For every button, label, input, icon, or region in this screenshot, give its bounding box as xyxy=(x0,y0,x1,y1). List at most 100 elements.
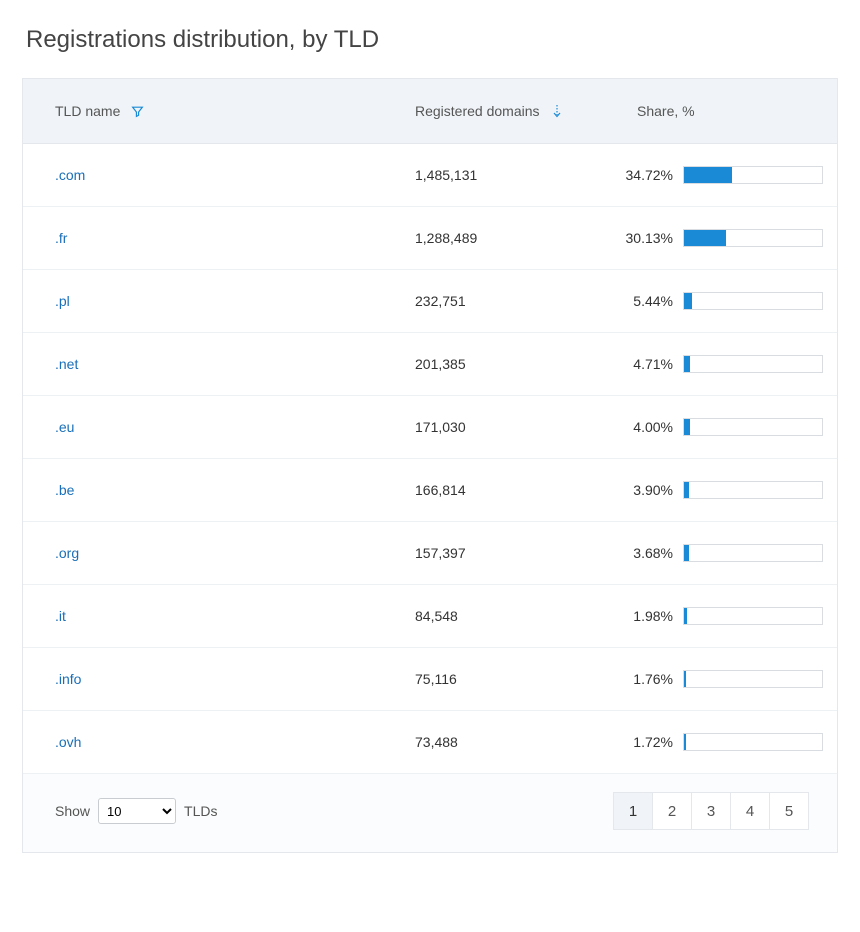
cell-registered: 171,030 xyxy=(383,396,601,458)
cell-registered: 166,814 xyxy=(383,459,601,521)
cell-share: 30.13% xyxy=(601,207,837,269)
page-button[interactable]: 3 xyxy=(691,792,731,830)
col-header-tld-label: TLD name xyxy=(55,103,120,119)
tld-link[interactable]: .info xyxy=(55,671,81,687)
col-header-tld[interactable]: TLD name xyxy=(23,79,383,143)
page-title: Registrations distribution, by TLD xyxy=(26,26,838,54)
cell-share: 3.90% xyxy=(601,459,837,521)
table-row: .org 157,3973.68% xyxy=(23,522,837,585)
pagination: 12345 xyxy=(614,792,809,830)
cell-tld: .it xyxy=(23,585,383,647)
page-size-control: Show 102550100 TLDs xyxy=(55,798,217,824)
cell-registered: 73,488 xyxy=(383,711,601,773)
table-footer: Show 102550100 TLDs 12345 xyxy=(23,774,837,852)
share-percent: 34.72% xyxy=(601,167,673,183)
cell-registered: 232,751 xyxy=(383,270,601,332)
cell-tld: .pl xyxy=(23,270,383,332)
share-bar xyxy=(683,544,823,562)
table-row: .be 166,8143.90% xyxy=(23,459,837,522)
share-bar xyxy=(683,670,823,688)
table-row: .info 75,1161.76% xyxy=(23,648,837,711)
tld-link[interactable]: .org xyxy=(55,545,79,561)
page-button[interactable]: 4 xyxy=(730,792,770,830)
share-percent: 1.98% xyxy=(601,608,673,624)
share-percent: 3.68% xyxy=(601,545,673,561)
table-row: .pl 232,7515.44% xyxy=(23,270,837,333)
tld-link[interactable]: .ovh xyxy=(55,734,81,750)
page-button[interactable]: 1 xyxy=(613,792,653,830)
cell-share: 1.98% xyxy=(601,585,837,647)
table-row: .eu 171,0304.00% xyxy=(23,396,837,459)
table-body: .com 1,485,13134.72% .fr 1,288,48930.13% .pl… xyxy=(23,144,837,774)
cell-registered: 201,385 xyxy=(383,333,601,395)
share-bar-fill xyxy=(684,545,689,561)
cell-registered: 1,485,131 xyxy=(383,144,601,206)
cell-share: 34.72% xyxy=(601,144,837,206)
cell-share: 4.71% xyxy=(601,333,837,395)
share-bar xyxy=(683,229,823,247)
cell-tld: .ovh xyxy=(23,711,383,773)
tld-link[interactable]: .eu xyxy=(55,419,74,435)
col-header-share[interactable]: Share, % xyxy=(601,79,837,143)
share-bar-fill xyxy=(684,419,690,435)
tld-link[interactable]: .fr xyxy=(55,230,67,246)
cell-tld: .org xyxy=(23,522,383,584)
share-percent: 4.71% xyxy=(601,356,673,372)
share-percent: 30.13% xyxy=(601,230,673,246)
share-percent: 1.72% xyxy=(601,734,673,750)
cell-registered: 84,548 xyxy=(383,585,601,647)
share-bar-fill xyxy=(684,671,686,687)
tld-link[interactable]: .it xyxy=(55,608,66,624)
share-bar xyxy=(683,733,823,751)
tld-link[interactable]: .com xyxy=(55,167,85,183)
share-bar-fill xyxy=(684,608,687,624)
share-bar-fill xyxy=(684,734,686,750)
table-row: .ovh 73,4881.72% xyxy=(23,711,837,774)
tld-link[interactable]: .pl xyxy=(55,293,70,309)
col-header-share-label: Share, % xyxy=(637,103,695,119)
cell-registered: 75,116 xyxy=(383,648,601,710)
filter-icon[interactable] xyxy=(130,104,144,118)
cell-registered: 157,397 xyxy=(383,522,601,584)
page-size-select[interactable]: 102550100 xyxy=(98,798,176,824)
table-header-row: TLD name Registered domains Share, % xyxy=(23,79,837,144)
share-bar xyxy=(683,355,823,373)
share-percent: 1.76% xyxy=(601,671,673,687)
cell-share: 1.76% xyxy=(601,648,837,710)
share-bar-fill xyxy=(684,167,732,183)
cell-share: 1.72% xyxy=(601,711,837,773)
share-bar-fill xyxy=(684,293,692,309)
table-row: .it 84,5481.98% xyxy=(23,585,837,648)
col-header-registered-label: Registered domains xyxy=(415,103,540,119)
tld-link[interactable]: .net xyxy=(55,356,78,372)
tld-link[interactable]: .be xyxy=(55,482,74,498)
cell-tld: .com xyxy=(23,144,383,206)
cell-tld: .be xyxy=(23,459,383,521)
cell-tld: .info xyxy=(23,648,383,710)
share-percent: 4.00% xyxy=(601,419,673,435)
share-bar-fill xyxy=(684,230,726,246)
show-label-pre: Show xyxy=(55,803,90,819)
share-bar xyxy=(683,481,823,499)
page-button[interactable]: 5 xyxy=(769,792,809,830)
cell-share: 4.00% xyxy=(601,396,837,458)
show-label-post: TLDs xyxy=(184,803,217,819)
share-percent: 5.44% xyxy=(601,293,673,309)
share-bar-fill xyxy=(684,482,689,498)
share-bar xyxy=(683,292,823,310)
sort-desc-icon[interactable] xyxy=(550,104,564,118)
cell-share: 5.44% xyxy=(601,270,837,332)
table-row: .com 1,485,13134.72% xyxy=(23,144,837,207)
share-bar-fill xyxy=(684,356,690,372)
col-header-registered[interactable]: Registered domains xyxy=(383,79,601,143)
page-button[interactable]: 2 xyxy=(652,792,692,830)
share-percent: 3.90% xyxy=(601,482,673,498)
share-bar xyxy=(683,166,823,184)
cell-tld: .eu xyxy=(23,396,383,458)
table-row: .net 201,3854.71% xyxy=(23,333,837,396)
cell-tld: .net xyxy=(23,333,383,395)
cell-registered: 1,288,489 xyxy=(383,207,601,269)
table-row: .fr 1,288,48930.13% xyxy=(23,207,837,270)
cell-tld: .fr xyxy=(23,207,383,269)
cell-share: 3.68% xyxy=(601,522,837,584)
